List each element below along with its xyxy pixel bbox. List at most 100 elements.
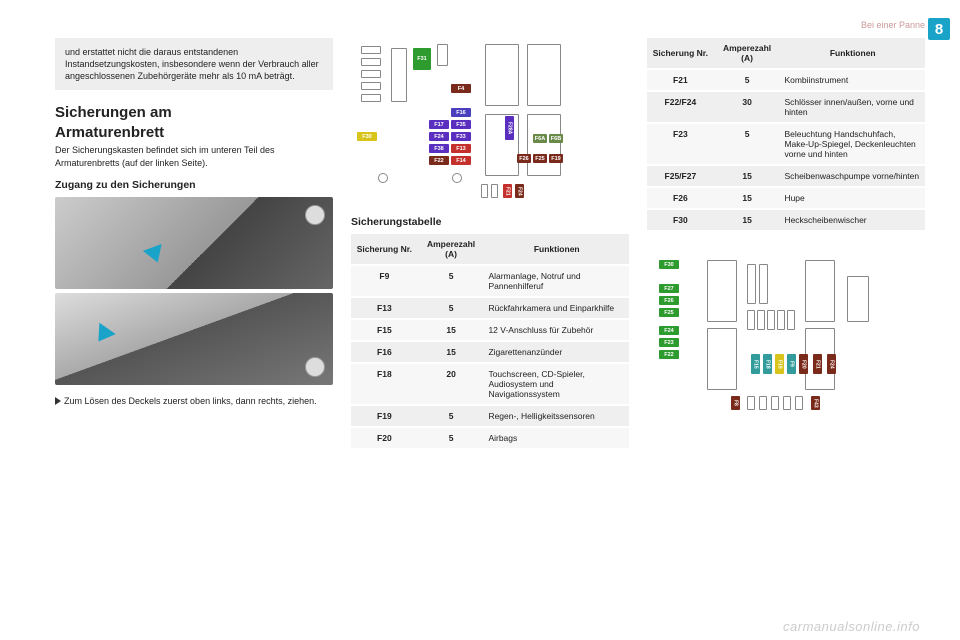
arrow-icon — [90, 322, 116, 347]
cell-func: Airbags — [484, 427, 629, 449]
heading-line2: Armaturenbrett — [55, 124, 333, 142]
fuse-slot — [805, 260, 835, 322]
fuse-label: F4 — [451, 84, 471, 93]
fuse-label: F30 — [357, 132, 377, 141]
fuse-slot — [767, 310, 775, 330]
fuse-label: F24 — [659, 326, 679, 335]
cell-func: 12 V-Anschluss für Zubehör — [484, 319, 629, 341]
fuse-label: F31 — [413, 48, 431, 70]
fuse-slot — [527, 114, 561, 176]
table-row: F195Regen-, Helligkeitssensoren — [351, 405, 629, 427]
fuse-label: F16 — [451, 108, 471, 117]
fuse-slot — [771, 396, 779, 410]
table-row: F235Beleuchtung Handschuhfach, Make-Up-S… — [647, 123, 925, 165]
fuse-slot — [707, 328, 737, 390]
cell-num: F16 — [351, 341, 418, 363]
cell-amp: 20 — [418, 363, 485, 405]
cell-amp: 5 — [418, 427, 485, 449]
fuse-label: F24 — [827, 354, 836, 374]
fuse-table-2: Sicherung Nr. Amperezahl (A) Funktionen … — [647, 38, 925, 232]
steering-icon — [305, 205, 325, 225]
heading-line1: Sicherungen am — [55, 104, 333, 122]
fuse-label: F35 — [451, 120, 471, 129]
table-row: F151512 V-Anschluss für Zubehör — [351, 319, 629, 341]
cell-func: Zigarettenanzünder — [484, 341, 629, 363]
cell-num: F25/F27 — [647, 165, 714, 187]
fuse-slot — [759, 264, 768, 304]
fuse-label: F15 — [751, 354, 760, 374]
table-row: F1615Zigarettenanzünder — [351, 341, 629, 363]
subheading-table: Sicherungstabelle — [351, 216, 629, 228]
chapter-badge: 8 — [928, 18, 950, 40]
fuse-slot — [491, 184, 498, 198]
cell-amp: 5 — [418, 297, 485, 319]
cell-func: Beleuchtung Handschuhfach, Make-Up-Spieg… — [780, 123, 925, 165]
cell-num: F30 — [647, 209, 714, 231]
table-row: F205Airbags — [351, 427, 629, 449]
th-amp: Amperezahl (A) — [714, 38, 781, 69]
fuse-slot — [747, 396, 755, 410]
cell-func: Rückfahrkamera und Einparkhilfe — [484, 297, 629, 319]
table-row: F22/F2430Schlösser innen/außen, vorne un… — [647, 91, 925, 123]
cell-func: Scheibenwaschpumpe vorne/hinten — [780, 165, 925, 187]
diagram-circle — [452, 173, 462, 183]
photo-dashboard-top — [55, 197, 333, 289]
fuse-label: F23 — [659, 338, 679, 347]
table-row: F25/F2715Scheibenwaschpumpe vorne/hinten — [647, 165, 925, 187]
fuse-label: F14 — [451, 156, 471, 165]
fuse-label: F17 — [429, 120, 449, 129]
cell-amp: 15 — [714, 209, 781, 231]
subheading-access: Zugang zu den Sicherungen — [55, 179, 333, 191]
cell-amp: 15 — [714, 165, 781, 187]
table-row: F215Kombiinstrument — [647, 69, 925, 91]
breadcrumb: Bei einer Panne — [55, 20, 925, 30]
fuse-label: F18 — [763, 354, 772, 374]
fuse-slot — [437, 44, 448, 66]
cell-amp: 5 — [714, 69, 781, 91]
fuse-slot — [361, 58, 381, 66]
fuse-label: F6B — [549, 134, 563, 143]
fuse-slot — [527, 44, 561, 106]
fuse-slot — [485, 44, 519, 106]
fuse-slot — [391, 48, 407, 102]
fuse-label: F22 — [429, 156, 449, 165]
cell-amp: 30 — [714, 91, 781, 123]
caption-text: Zum Lösen des Deckels zuerst oben links,… — [64, 396, 317, 406]
fuse-slot — [747, 310, 755, 330]
cell-amp: 15 — [418, 341, 485, 363]
fuse-slot — [847, 276, 869, 322]
table-row: F3015Heckscheibenwischer — [647, 209, 925, 231]
fuse-label: F33 — [451, 132, 471, 141]
fuse-label: F19 — [775, 354, 784, 374]
cell-num: F21 — [647, 69, 714, 91]
cell-func: Heckscheibenwischer — [780, 209, 925, 231]
th-amp: Amperezahl (A) — [418, 234, 485, 265]
fuse-slot — [361, 94, 381, 102]
fuse-label: F6A — [533, 134, 547, 143]
col-1: und erstattet nicht die daraus entstande… — [55, 38, 333, 450]
fuse-label: F24 — [515, 184, 524, 198]
th-func: Funktionen — [484, 234, 629, 265]
fuse-slot — [759, 396, 767, 410]
cell-func: Schlösser innen/außen, vorne und hinten — [780, 91, 925, 123]
fuse-label: F9 — [787, 354, 796, 374]
fuse-slot — [361, 70, 381, 78]
fuse-label: F43 — [811, 396, 820, 410]
fuse-slot — [707, 260, 737, 322]
fuse-label: F21 — [813, 354, 822, 374]
fuse-slot — [757, 310, 765, 330]
col-3: Sicherung Nr. Amperezahl (A) Funktionen … — [647, 38, 925, 450]
fuse-label: F27 — [659, 284, 679, 293]
fuse-label: F30 — [659, 260, 679, 269]
fuse-slot — [787, 310, 795, 330]
table-row: F135Rückfahrkamera und Einparkhilfe — [351, 297, 629, 319]
table-row: F95Alarmanlage, Notruf und Pannenhilferu… — [351, 265, 629, 297]
col-2: F31F30F4F16F17F35F24F33F38F13F22F14F28AF… — [351, 38, 629, 450]
fuse-label: F8 — [731, 396, 740, 410]
diagram-circle — [378, 173, 388, 183]
fuse-label: F25 — [659, 308, 679, 317]
fuse-label: F26 — [659, 296, 679, 305]
photo-dashboard-bottom — [55, 293, 333, 385]
heading-subtext: Der Sicherungskasten befindet sich im un… — [55, 144, 333, 168]
fuse-slot — [783, 396, 791, 410]
